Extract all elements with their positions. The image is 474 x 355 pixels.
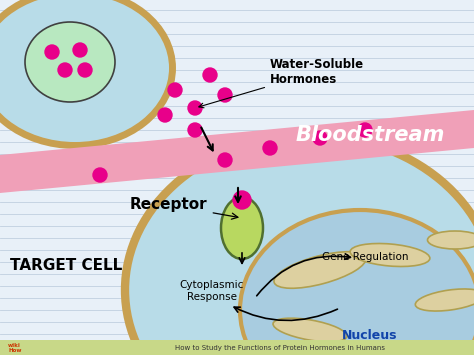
Ellipse shape bbox=[273, 318, 347, 342]
Ellipse shape bbox=[240, 210, 474, 355]
Text: wiki
How: wiki How bbox=[8, 343, 21, 353]
Circle shape bbox=[233, 191, 251, 209]
Text: How to Study the Functions of Protein Hormones in Humans: How to Study the Functions of Protein Ho… bbox=[175, 345, 385, 351]
Circle shape bbox=[188, 123, 202, 137]
Circle shape bbox=[93, 168, 107, 182]
Ellipse shape bbox=[221, 197, 263, 259]
Circle shape bbox=[358, 123, 372, 137]
Circle shape bbox=[58, 63, 72, 77]
Ellipse shape bbox=[0, 0, 173, 146]
Ellipse shape bbox=[274, 252, 366, 288]
Circle shape bbox=[218, 88, 232, 102]
Ellipse shape bbox=[125, 135, 474, 355]
Circle shape bbox=[73, 43, 87, 57]
Circle shape bbox=[263, 141, 277, 155]
Circle shape bbox=[158, 108, 172, 122]
Circle shape bbox=[218, 153, 232, 167]
Circle shape bbox=[313, 131, 327, 145]
Circle shape bbox=[45, 45, 59, 59]
Ellipse shape bbox=[25, 22, 115, 102]
Circle shape bbox=[188, 101, 202, 115]
Text: Nucleus: Nucleus bbox=[342, 329, 398, 342]
Polygon shape bbox=[0, 110, 474, 193]
FancyBboxPatch shape bbox=[0, 340, 474, 355]
Text: Bloodstream: Bloodstream bbox=[295, 125, 445, 145]
Text: Gene Regulation: Gene Regulation bbox=[322, 252, 408, 262]
Text: Receptor: Receptor bbox=[130, 197, 238, 219]
Circle shape bbox=[203, 68, 217, 82]
Text: Water-Soluble
Hormones: Water-Soluble Hormones bbox=[199, 58, 364, 108]
Ellipse shape bbox=[428, 231, 474, 249]
Ellipse shape bbox=[350, 244, 430, 267]
Circle shape bbox=[78, 63, 92, 77]
Text: TARGET CELL: TARGET CELL bbox=[10, 257, 122, 273]
Ellipse shape bbox=[415, 289, 474, 311]
Circle shape bbox=[168, 83, 182, 97]
Text: Cytoplasmic
Response: Cytoplasmic Response bbox=[180, 280, 244, 302]
